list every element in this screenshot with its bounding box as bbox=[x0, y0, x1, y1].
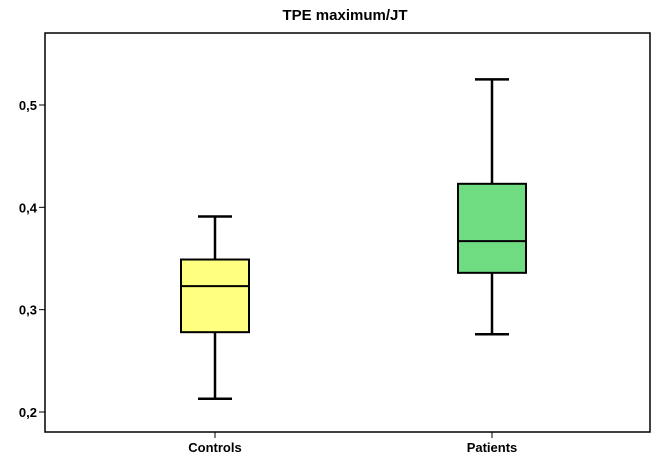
y-tick-label-2: 0,4 bbox=[19, 200, 38, 215]
y-tick-label-0: 0,2 bbox=[19, 405, 37, 420]
x-tick-label-controls: Controls bbox=[188, 440, 241, 455]
y-tick-label-1: 0,3 bbox=[19, 303, 37, 318]
y-tick-label-3: 0,5 bbox=[19, 98, 37, 113]
box-controls bbox=[180, 258, 250, 334]
x-tick-label-patients: Patients bbox=[467, 440, 518, 455]
plot-frame bbox=[44, 32, 651, 433]
chart-title: TPE maximum/JT bbox=[282, 7, 408, 24]
box-patients bbox=[457, 182, 527, 274]
